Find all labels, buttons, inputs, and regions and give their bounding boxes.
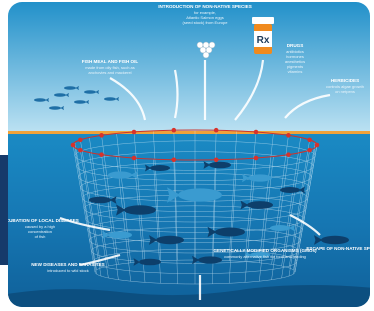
float xyxy=(132,130,137,135)
label-title: INTRODUCTION OF NON-NATIVE SPECIES xyxy=(158,4,252,9)
label-title: HERBICIDES xyxy=(331,78,359,83)
fish-body xyxy=(215,228,245,237)
fish-body xyxy=(247,201,273,209)
fish-body xyxy=(248,174,272,181)
label-title: ESCAPE OF NON-NATIVE SPECIES xyxy=(306,246,374,251)
float xyxy=(71,143,76,148)
label-line: introduced to wild stock xyxy=(47,268,89,273)
label-line: of fish xyxy=(35,234,46,239)
fish-body xyxy=(104,97,116,101)
fish-body xyxy=(89,197,111,204)
fish-body xyxy=(156,236,184,244)
fish-body xyxy=(34,98,46,102)
fish-body xyxy=(139,259,161,266)
label-title: NEW DISEASES AND PARASITES xyxy=(31,262,105,267)
illustration: Rx INTRODUCTION OF NON-NATIVE SPECIESfor… xyxy=(0,0,374,311)
label-line: on netpens xyxy=(335,89,355,94)
label-line: commonly alternative fish for food and f… xyxy=(224,254,306,259)
fish-body xyxy=(178,188,222,201)
float xyxy=(254,156,259,161)
fish-body xyxy=(64,86,76,90)
pill-bottle: Rx xyxy=(252,17,274,54)
float xyxy=(214,157,219,162)
fish-body xyxy=(108,231,132,238)
float xyxy=(214,128,219,133)
fish-body xyxy=(270,225,290,231)
float xyxy=(132,156,137,161)
fish-body xyxy=(84,90,96,94)
float xyxy=(172,128,177,133)
fish-body xyxy=(150,165,170,171)
page: {"labels": [ {"title": "INTRODUCTION OF … xyxy=(0,0,374,311)
fish-body xyxy=(74,100,86,104)
fish-body xyxy=(49,106,61,110)
float xyxy=(307,138,312,143)
label-line: vitamins xyxy=(288,69,303,74)
float xyxy=(99,152,104,157)
fish-body xyxy=(54,93,66,97)
scene: Rx INTRODUCTION OF NON-NATIVE SPECIESfor… xyxy=(0,0,374,311)
fish-body xyxy=(198,256,222,263)
float xyxy=(254,130,259,135)
label-line: (seed stock) from Europe xyxy=(183,20,229,25)
float xyxy=(286,133,291,138)
label-title: GENETICALLY MODIFIED ORGANISMS (GMOs) xyxy=(213,248,317,253)
bottle-label: Rx xyxy=(257,35,270,46)
fish-body xyxy=(108,171,132,178)
float xyxy=(307,148,312,153)
float xyxy=(172,157,177,162)
label-title: FISH MEAL AND FISH OIL xyxy=(82,59,139,64)
fish-body xyxy=(321,236,349,244)
float xyxy=(286,152,291,157)
float xyxy=(99,133,104,138)
fish-body xyxy=(280,187,300,193)
surface-line xyxy=(0,131,374,134)
fish-body xyxy=(124,205,156,215)
label-line: anchovies and mackerel xyxy=(88,70,131,75)
label-title: DRUGS xyxy=(287,43,304,48)
float xyxy=(78,138,83,143)
fish-body xyxy=(209,162,231,169)
float xyxy=(315,143,320,148)
float xyxy=(78,148,83,153)
label-title: INCUBATION OF LOCAL DISEASES xyxy=(1,218,79,223)
